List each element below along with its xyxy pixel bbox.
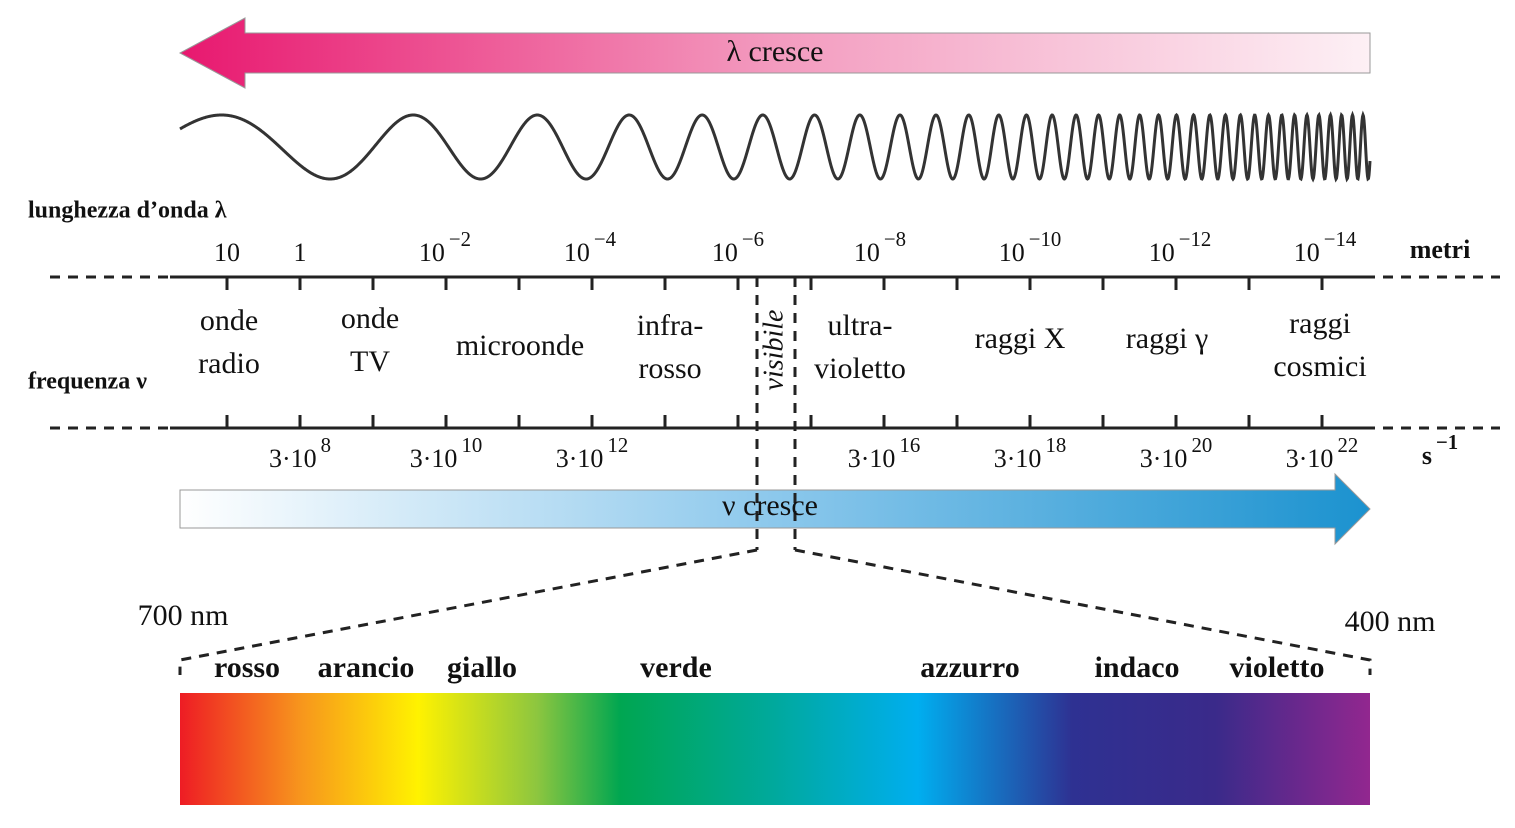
exponent: 20 xyxy=(1191,434,1212,457)
color-label: arancio xyxy=(318,651,415,684)
axis-unit: metri xyxy=(1410,235,1471,264)
color-label: rosso xyxy=(214,651,280,684)
exponent: −14 xyxy=(1324,228,1357,251)
wave xyxy=(179,110,1372,183)
base: 10 xyxy=(1149,238,1175,267)
region-label: onde xyxy=(200,304,258,337)
visible-spectrum-bar xyxy=(180,693,1370,805)
base: 3·10 xyxy=(269,444,317,473)
visible-zoom-line xyxy=(794,548,1372,675)
region-label: TV xyxy=(350,345,390,378)
visible-zoom-line xyxy=(178,548,758,675)
axis-title: lunghezza d’onda λ xyxy=(28,198,227,224)
region-label: radio xyxy=(198,347,260,380)
exp-label: 3·10 8 xyxy=(269,434,331,473)
arrow-label: λ cresce xyxy=(727,35,824,68)
base: 1 xyxy=(294,238,307,267)
exponent: 10 xyxy=(461,434,482,457)
exp-label: 3·10 16 xyxy=(848,434,920,473)
frequency-arrow xyxy=(179,472,1371,546)
axis-title: frequenza ν xyxy=(28,369,147,395)
region-label: raggi γ xyxy=(1126,322,1208,355)
exp-label: 3·10 10 xyxy=(410,434,482,473)
base: 3·10 xyxy=(1286,444,1334,473)
base: 10 xyxy=(214,238,240,267)
color-label: indaco xyxy=(1094,651,1179,684)
exp-label: 10 −10 xyxy=(999,228,1062,267)
exp-label: 3·10 22 xyxy=(1286,434,1358,473)
exp-label: 10 xyxy=(214,238,240,267)
base: 3·10 xyxy=(410,444,458,473)
arrow-label: ν cresce xyxy=(722,489,818,522)
region-label: visibile xyxy=(758,310,789,391)
exponent: −12 xyxy=(1179,228,1212,251)
base: 10 xyxy=(564,238,590,267)
exponent: 18 xyxy=(1045,434,1066,457)
exponent: 8 xyxy=(321,434,331,457)
exp-label: 3·10 20 xyxy=(1140,434,1212,473)
base: s xyxy=(1422,441,1432,470)
exp-label: 1 xyxy=(294,238,307,267)
exp-label: 10 −4 xyxy=(564,228,617,267)
exp-label: 3·10 12 xyxy=(556,434,628,473)
base: 10 xyxy=(712,238,738,267)
color-label: violetto xyxy=(1230,651,1325,684)
region-label: violetto xyxy=(814,352,906,385)
nm-label: 400 nm xyxy=(1345,605,1436,638)
region-label: infra- xyxy=(637,309,704,342)
exp-label: 10 −2 xyxy=(419,228,471,267)
color-label: azzurro xyxy=(920,651,1019,684)
color-label: verde xyxy=(640,651,712,684)
exponent: 22 xyxy=(1337,434,1358,457)
exp-label: 10 −14 xyxy=(1294,228,1357,267)
base: 3·10 xyxy=(848,444,896,473)
base: 10 xyxy=(419,238,445,267)
region-label: ultra- xyxy=(828,309,893,342)
base: 10 xyxy=(854,238,880,267)
region-label: raggi xyxy=(1289,307,1351,340)
wavelength-arrow xyxy=(178,17,1371,89)
exponent: 12 xyxy=(607,434,628,457)
color-label: giallo xyxy=(447,651,517,684)
exponent: −8 xyxy=(884,228,906,251)
region-label: onde xyxy=(341,302,399,335)
exponent: −10 xyxy=(1029,228,1062,251)
base: 10 xyxy=(1294,238,1320,267)
base: 10 xyxy=(999,238,1025,267)
region-label: rosso xyxy=(638,352,701,385)
exp-label: 3·10 18 xyxy=(994,434,1066,473)
exponent: −2 xyxy=(449,228,471,251)
exponent: 16 xyxy=(899,434,920,457)
exponent: −4 xyxy=(594,228,617,251)
base: 3·10 xyxy=(556,444,604,473)
exp-label: s −1 xyxy=(1422,431,1458,470)
region-label: raggi X xyxy=(975,322,1066,355)
exp-label: 10 −12 xyxy=(1149,228,1212,267)
exponent: −6 xyxy=(742,228,764,251)
region-label: cosmici xyxy=(1273,350,1366,383)
exponent: −1 xyxy=(1436,431,1458,454)
exp-label: 10 −6 xyxy=(712,228,764,267)
base: 3·10 xyxy=(1140,444,1188,473)
region-label: microonde xyxy=(456,329,584,362)
nm-label: 700 nm xyxy=(138,599,229,632)
exp-label: 10 −8 xyxy=(854,228,906,267)
base: 3·10 xyxy=(994,444,1042,473)
